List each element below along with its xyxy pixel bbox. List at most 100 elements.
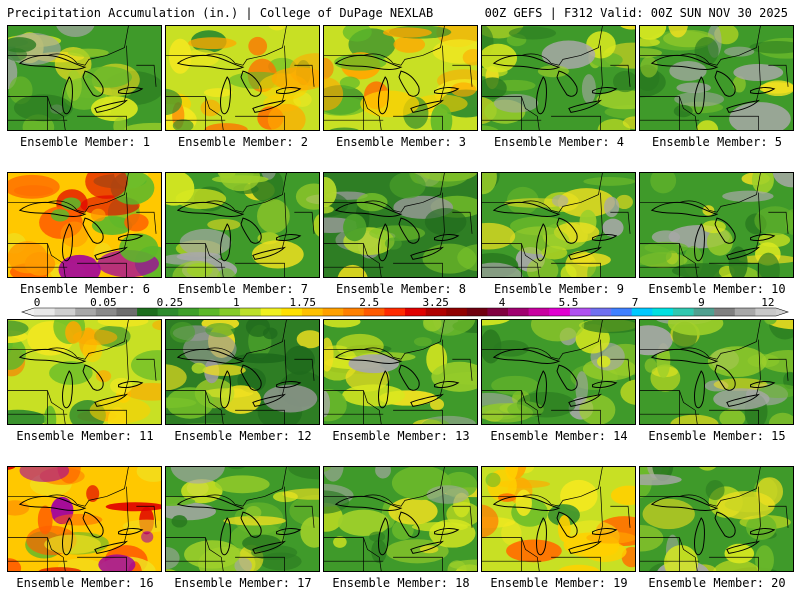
- state-border: [610, 358, 631, 381]
- state-border: [282, 339, 287, 395]
- precip-blob: [334, 53, 387, 71]
- precip-blob: [91, 96, 138, 122]
- state-border: [709, 556, 759, 571]
- lake-outline: [82, 364, 104, 391]
- precip-blob: [65, 69, 82, 101]
- colorbar-tick-label: 5.5: [559, 298, 579, 309]
- ensemble-member-map: [7, 466, 162, 572]
- state-border: [235, 409, 285, 424]
- colorbar-swatch: [219, 308, 241, 316]
- precip-blob: [596, 90, 635, 110]
- precip-blob: [504, 198, 567, 208]
- precip-blob: [413, 337, 432, 347]
- precip-blob: [91, 216, 133, 236]
- precip-blob: [663, 545, 699, 571]
- precip-blob: [482, 173, 497, 195]
- lake-outline: [556, 364, 578, 391]
- state-border: [768, 64, 789, 87]
- precip-colorbar: 0 0.05 0.25 1 1.75 2.5 3.25 4 5.5 7 9 12: [21, 298, 789, 317]
- lake-outline: [276, 87, 302, 94]
- lake-outline: [252, 99, 286, 113]
- precip-blob: [754, 545, 774, 571]
- lake-outline: [378, 223, 389, 262]
- member-label: Ensemble Member: 8: [335, 282, 467, 296]
- precip-blob: [560, 479, 598, 512]
- lake-outline: [240, 364, 262, 391]
- ensemble-member-map: [323, 319, 478, 425]
- ensemble-member-map: [165, 25, 320, 131]
- precip-blob: [759, 82, 793, 94]
- lake-outline: [434, 234, 460, 241]
- precip-blob: [702, 205, 715, 216]
- precip-blob: [716, 491, 775, 520]
- ensemble-member-map: [639, 466, 794, 572]
- state-border: [136, 358, 157, 381]
- lake-outline: [434, 381, 460, 388]
- precip-blob: [152, 320, 161, 331]
- precip-blob: [612, 70, 635, 93]
- precip-blob: [485, 472, 501, 488]
- precip-blob: [449, 559, 477, 571]
- precip-blob: [342, 384, 406, 407]
- colorbar-swatch: [611, 308, 633, 316]
- lake-outline: [378, 517, 389, 556]
- precip-blob: [764, 320, 777, 325]
- state-border: [282, 192, 287, 248]
- precip-blob: [581, 74, 596, 104]
- state-border: [640, 390, 698, 424]
- state-border: [324, 390, 382, 424]
- state-border: [136, 211, 157, 234]
- state-border: [8, 537, 66, 571]
- lake-outline: [556, 217, 578, 244]
- header-title: Precipitation Accumulation (in.) | Colle…: [7, 6, 434, 20]
- colorbar-swatch: [322, 308, 344, 316]
- precip-blob: [8, 467, 16, 470]
- lake-outline: [220, 370, 231, 409]
- precip-blob: [257, 199, 290, 234]
- lake-outline: [176, 348, 245, 364]
- precip-blob: [597, 118, 631, 130]
- colorbar-swatch: [178, 308, 200, 316]
- precip-blob: [640, 474, 682, 486]
- colorbar-swatch: [569, 308, 591, 316]
- lake-outline: [240, 511, 262, 538]
- lake-outline: [592, 234, 618, 241]
- precip-blob: [389, 173, 426, 199]
- lake-outline: [714, 511, 736, 538]
- precip-blob: [482, 222, 516, 250]
- lake-outline: [276, 234, 302, 241]
- state-border: [482, 390, 540, 424]
- member-label: Ensemble Member: 1: [19, 135, 151, 149]
- precip-blob: [188, 37, 237, 50]
- precip-blob: [19, 467, 70, 483]
- precip-blob: [705, 480, 725, 501]
- precip-blob: [324, 320, 361, 328]
- ensemble-member-map: [323, 172, 478, 278]
- colorbar-swatch: [755, 308, 777, 316]
- member-label: Ensemble Member: 18: [332, 576, 470, 590]
- lake-outline: [82, 217, 104, 244]
- state-border: [440, 486, 445, 542]
- precip-blob: [136, 467, 161, 482]
- precip-blob: [207, 219, 241, 231]
- precip-blob: [728, 246, 748, 277]
- lake-outline: [334, 201, 403, 217]
- lake-outline: [694, 370, 705, 409]
- precip-blob: [90, 208, 106, 222]
- precip-blob: [430, 104, 453, 130]
- lake-outline: [568, 99, 602, 113]
- colorbar-swatch: [384, 308, 406, 316]
- lake-outline: [536, 76, 547, 115]
- lake-outline: [492, 54, 561, 70]
- colorbar-swatch: [652, 308, 674, 316]
- precip-blob: [227, 467, 246, 470]
- lake-outline: [410, 540, 444, 554]
- precip-field: [8, 320, 161, 424]
- state-border: [598, 192, 603, 248]
- precip-blob: [707, 346, 767, 378]
- precip-blob: [537, 65, 570, 78]
- precip-blob: [696, 120, 719, 130]
- precip-blob: [217, 173, 236, 179]
- member-label: Ensemble Member: 15: [648, 429, 786, 443]
- lake-outline: [556, 511, 578, 538]
